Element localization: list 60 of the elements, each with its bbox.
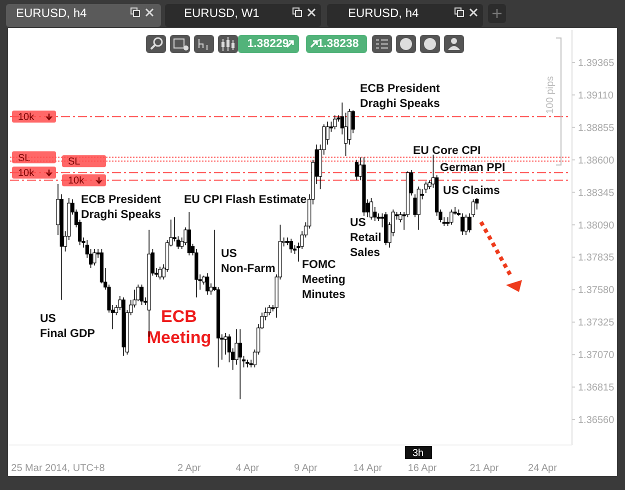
text: 3h [412,448,424,459]
candlestick [354,159,359,181]
candlestick [187,212,191,256]
candlestick [158,266,162,280]
annotation: EU Core CPI [413,145,481,157]
x-tick-label: 9 Apr [294,463,318,474]
y-tick-label: 1.37580 [578,285,615,296]
y-tick-label: 1.39110 [578,90,614,102]
x-tick-label: 21 Apr [470,463,500,474]
candlestick [450,209,454,226]
annotation: ECB President Draghi Speaks [81,194,162,221]
ref-line-label: 10k [18,168,36,180]
candlestick [460,212,464,236]
candlestick [286,237,290,246]
candlestick [369,198,374,220]
candlestick [246,359,250,368]
y-tick-label: 1.37070 [578,350,615,362]
annotation: US Non-Farm [221,248,276,275]
x-tick-label: 14 Apr [353,463,383,474]
annotation: EU CPI Flash Estimate [184,194,307,206]
text: EURUSD, W1 [184,6,260,20]
text: EURUSD, h4 [348,6,420,20]
x-tick-label: 16 Apr [408,463,438,474]
ref-line-label: SL [18,152,31,164]
annotation: US Claims [443,185,500,197]
annotation: FOMC Meeting Minutes [302,259,346,301]
chart-title: EURUSD, h4 [16,6,88,20]
ref-line-label: SL [68,156,81,168]
y-tick-label: 1.38090 [578,220,615,232]
x-tick-label: 25 Mar 2014, UTC+8 [11,463,106,474]
candlestick [224,332,228,356]
candlestick [206,272,210,296]
y-tick-label: 1.38855 [578,122,615,134]
ref-line-label: 10k [68,176,86,187]
y-tick-label: 1.36560 [578,415,615,426]
candlestick [140,284,144,306]
y-tick-label: 1.37325 [578,318,615,329]
x-tick-label: 2 Apr [177,463,202,474]
candlestick [238,328,242,400]
y-tick-label: 1.36815 [578,382,615,394]
annotation: 1.38238 [317,38,360,50]
y-tick-label: 1.39365 [578,58,615,69]
y-tick-label: 1.37835 [578,252,615,264]
candlestick [289,238,293,254]
annotation: 1.38229 [247,38,289,50]
annotation: ECB Meeting [146,307,212,347]
annotation: 100 pips [545,76,556,114]
x-tick-label: 4 Apr [236,463,260,474]
candlestick [464,214,468,236]
annotation: ECB President Draghi Speaks [360,83,440,110]
candlestick [267,304,272,316]
annotation: US Final GDP [40,313,96,340]
ref-line-label: 10k [18,112,36,124]
candlestick [333,114,337,130]
x-tick-label: 24 Apr [528,463,558,474]
y-tick-label: 1.38600 [578,155,615,166]
y-tick-label: 1.38345 [578,188,615,199]
annotation: US Retail Sales [350,217,382,259]
annotation: German PPI [440,162,506,174]
candlestick [92,248,96,266]
